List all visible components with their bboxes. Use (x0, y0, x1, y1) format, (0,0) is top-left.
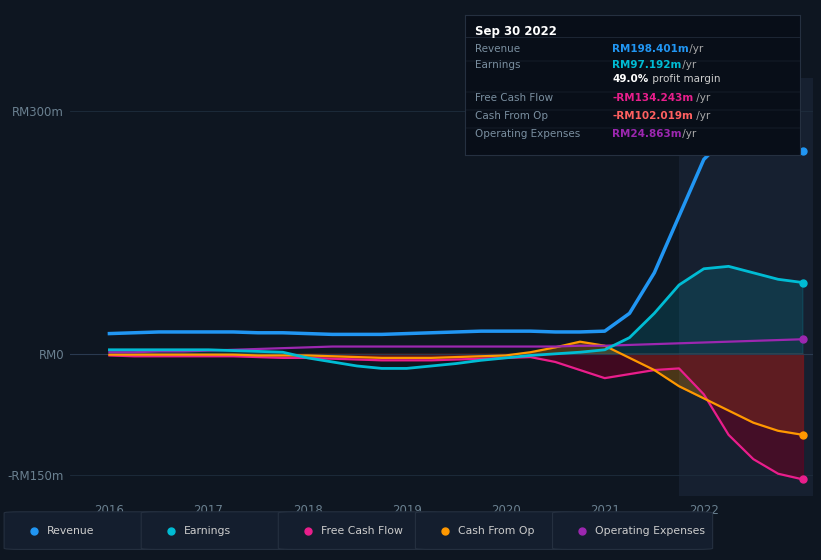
FancyBboxPatch shape (553, 512, 713, 549)
Text: RM97.192m: RM97.192m (612, 60, 681, 71)
Text: Operating Expenses: Operating Expenses (595, 526, 705, 535)
Text: /yr: /yr (679, 60, 696, 71)
Bar (679, 78, 813, 496)
Text: Cash From Op: Cash From Op (475, 111, 548, 121)
Text: /yr: /yr (694, 92, 711, 102)
Text: Operating Expenses: Operating Expenses (475, 129, 580, 139)
Text: -RM134.243m: -RM134.243m (612, 92, 694, 102)
Text: Earnings: Earnings (184, 526, 231, 535)
FancyBboxPatch shape (415, 512, 576, 549)
Text: Sep 30 2022: Sep 30 2022 (475, 25, 557, 38)
FancyBboxPatch shape (278, 512, 438, 549)
Text: RM24.863m: RM24.863m (612, 129, 682, 139)
Text: Free Cash Flow: Free Cash Flow (475, 92, 553, 102)
Text: profit margin: profit margin (649, 74, 721, 85)
Text: -RM102.019m: -RM102.019m (612, 111, 693, 121)
FancyBboxPatch shape (4, 512, 164, 549)
Text: Revenue: Revenue (475, 44, 521, 54)
Text: Revenue: Revenue (47, 526, 94, 535)
Text: Free Cash Flow: Free Cash Flow (321, 526, 403, 535)
Text: RM198.401m: RM198.401m (612, 44, 689, 54)
Text: /yr: /yr (686, 44, 704, 54)
Text: /yr: /yr (679, 129, 696, 139)
Text: Earnings: Earnings (475, 60, 521, 71)
Text: Cash From Op: Cash From Op (458, 526, 534, 535)
Text: 49.0%: 49.0% (612, 74, 649, 85)
FancyBboxPatch shape (141, 512, 301, 549)
Text: /yr: /yr (694, 111, 711, 121)
